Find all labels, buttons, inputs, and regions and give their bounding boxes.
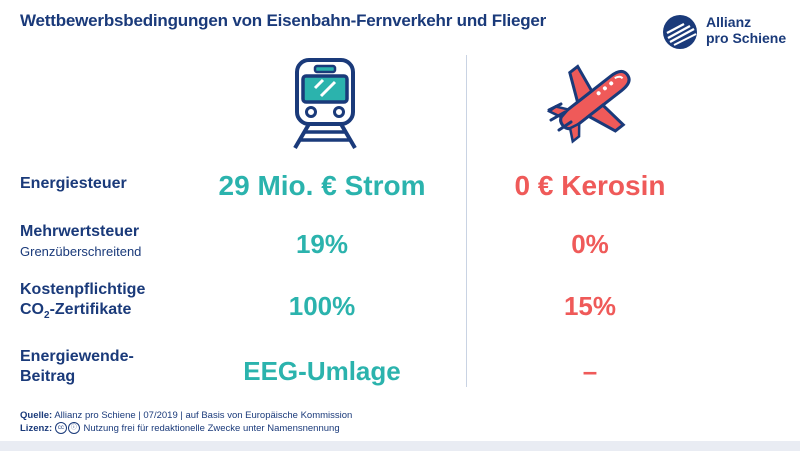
air-value-co2: 15% bbox=[563, 291, 617, 321]
row-label-energiewende: Energiewende- Beitrag bbox=[20, 347, 134, 387]
bottom-bar bbox=[0, 441, 800, 451]
footer: Quelle: Allianz pro Schiene | 07/2019 | … bbox=[20, 409, 352, 435]
row-label-mehrwertsteuer: Mehrwertsteuer Grenzüberschreitend bbox=[20, 222, 141, 262]
logo-line-1: Allianz bbox=[706, 14, 752, 30]
rail-value-energiewende: EEG-Umlage bbox=[243, 356, 401, 386]
license-line: Lizenz: cc ⓘ Nutzung frei für redaktionel… bbox=[20, 422, 352, 435]
row-label-energiewende-line2: Beitrag bbox=[20, 368, 76, 385]
logo-mark-icon bbox=[663, 15, 697, 49]
air-value-mehrwertsteuer: 0% bbox=[571, 229, 609, 259]
co2-subscript: 2 bbox=[44, 310, 50, 322]
row-label-co2-line2: CO2-Zertifikate bbox=[20, 300, 145, 326]
logo-line-2: pro Schiene bbox=[706, 30, 787, 46]
license-label: Lizenz: bbox=[20, 423, 53, 434]
rail-value-co2: 100% bbox=[288, 291, 356, 321]
column-divider bbox=[466, 55, 467, 387]
row-label-energiewende-line1: Energiewende- bbox=[20, 348, 134, 365]
allianz-pro-schiene-logo: Allianz pro Schiene bbox=[662, 12, 792, 52]
row-label-co2-zertifikate: Kostenpflichtige CO2-Zertifikate bbox=[20, 280, 145, 326]
attribution-icon: ⓘ bbox=[67, 422, 80, 435]
source-line: Quelle: Allianz pro Schiene | 07/2019 | … bbox=[20, 409, 352, 422]
cc-icon: cc bbox=[54, 422, 67, 435]
zertifikate-text: -Zertifikate bbox=[49, 301, 132, 318]
row-label-energiesteuer: Energiesteuer bbox=[20, 175, 127, 192]
source-label: Quelle: bbox=[20, 410, 53, 421]
train-icon bbox=[293, 58, 357, 150]
air-value-energiesteuer: 0 € Kerosin bbox=[514, 170, 666, 201]
row-label-mehrwertsteuer-main: Mehrwertsteuer bbox=[20, 223, 140, 240]
source-text: Allianz pro Schiene | 07/2019 | auf Basi… bbox=[52, 410, 353, 421]
co2-text: CO bbox=[20, 301, 44, 318]
air-value-energiewende: – bbox=[582, 356, 598, 386]
row-label-co2-line1: Kostenpflichtige bbox=[20, 281, 146, 298]
airplane-icon bbox=[546, 64, 631, 144]
page-title: Wettbewerbsbedingungen von Eisenbahn-Fer… bbox=[20, 11, 547, 30]
logo-text: Allianz pro Schiene bbox=[706, 14, 786, 46]
row-label-mehrwertsteuer-sub: Grenzüberschreitend bbox=[20, 244, 142, 259]
license-text: Nutzung frei für redaktionelle Zwecke un… bbox=[80, 423, 340, 434]
rail-value-energiesteuer: 29 Mio. € Strom bbox=[218, 170, 426, 201]
rail-value-mehrwertsteuer: 19% bbox=[295, 229, 349, 259]
